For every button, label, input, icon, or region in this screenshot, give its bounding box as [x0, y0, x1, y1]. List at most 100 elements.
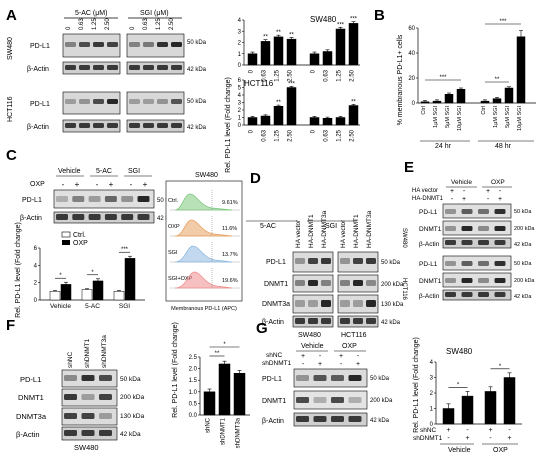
- sign: +: [488, 427, 492, 434]
- blot-band: [340, 318, 350, 324]
- panel-e-blots: Vehicle OXP HA vector HA-DNMT1 + - + - -…: [401, 179, 535, 301]
- band-label-actin: β-Actin: [27, 124, 49, 131]
- blot-band: [72, 196, 85, 202]
- y-tick-label: 2: [238, 108, 242, 114]
- blot-e-sw-dnmt1: [442, 220, 512, 236]
- y-tick-label: 20: [408, 76, 415, 82]
- bar: [348, 23, 359, 66]
- bar: [503, 377, 516, 425]
- x-tick-label: Ctrl: [421, 106, 427, 115]
- bar: [484, 391, 497, 425]
- blot-band: [296, 375, 309, 381]
- x-tick-label: 2.50: [350, 129, 356, 141]
- blot-band: [157, 99, 168, 104]
- blot-band: [79, 42, 90, 47]
- blot-band: [331, 375, 344, 381]
- blot-sw480-pdl1-sgi: [126, 33, 185, 58]
- sign: +: [109, 180, 114, 189]
- chart-title-sw480: SW480: [446, 347, 473, 356]
- band-label: PD-L1: [262, 376, 282, 383]
- significance-label: *: [499, 364, 502, 370]
- y-tick-label: 0: [412, 101, 416, 107]
- blot-band: [478, 226, 489, 231]
- shdnmt1-label: shDNMT1: [413, 435, 443, 442]
- bar: [92, 280, 104, 301]
- bar: [260, 41, 271, 66]
- mw-label: 42 kDa: [187, 67, 207, 73]
- blot-band: [121, 214, 134, 220]
- shnc-label: shNC: [266, 352, 283, 359]
- significance-label: *: [223, 342, 226, 348]
- x-tick-label: 1.25: [275, 69, 281, 81]
- blot-band: [81, 394, 95, 400]
- band-label-actin: β-Actin: [20, 215, 42, 222]
- sign: -: [466, 427, 469, 434]
- panel-c-blots: Vehicle 5-AC SGI OXP - + - + - + PD-L1 β…: [20, 168, 177, 224]
- blot-band: [157, 42, 168, 47]
- blot-hct116-pdl1-sgi: [126, 91, 185, 115]
- flow-row-label: OXP: [168, 224, 180, 230]
- chart-title-sw480: SW480: [310, 15, 337, 24]
- lane-label: HA-DNMT3a: [321, 210, 328, 248]
- sign: +: [356, 361, 360, 368]
- blot-band: [157, 123, 168, 128]
- blot-band: [445, 240, 456, 245]
- mw-label: 50 kDa: [514, 209, 532, 215]
- lane-label: HA vector: [340, 219, 347, 248]
- panel-a-blots: 5-AC (μM) SGI (μM) 0 0.63 1.25 2.50 0 0.…: [7, 10, 207, 133]
- blot-band: [72, 214, 85, 220]
- bar: [124, 258, 136, 301]
- blot-band: [104, 214, 117, 220]
- blot-band: [478, 292, 489, 297]
- blot-sw480-actin-sgi: [126, 61, 185, 75]
- cell-line-sw480: SW480: [401, 228, 407, 248]
- flow-row-label: Ctrl.: [168, 198, 179, 204]
- bar: [233, 372, 246, 416]
- band-label: β-Actin: [419, 293, 440, 300]
- group-vehicle: Vehicle: [451, 179, 472, 186]
- significance-label: *: [457, 382, 460, 388]
- dose-label: 0: [66, 26, 72, 30]
- mw-label: 200 kDa: [120, 394, 145, 401]
- legend-oxp: OXP: [73, 240, 88, 247]
- x-tick-label: 2.50: [288, 129, 294, 141]
- mw-label: 130 kDa: [381, 302, 404, 308]
- lane-label: HA-DNMT1: [353, 214, 360, 248]
- blot-band: [295, 318, 305, 324]
- panel-letter-e: E: [404, 159, 414, 176]
- mw-label: 50 kDa: [187, 99, 207, 105]
- blot-band: [295, 258, 305, 264]
- treat-sgi-label: SGI (μM): [140, 10, 169, 17]
- sign: -: [487, 196, 490, 203]
- bar: [49, 291, 61, 301]
- lane-label: shNC: [67, 351, 74, 368]
- band-label: DNMT1: [419, 278, 442, 285]
- y-tick-label: 3: [238, 101, 242, 107]
- panel-f-blots: shNC shDNMT1 shDNMT3a PD-L1 DNMT1 DNMT3a…: [16, 335, 145, 452]
- blot-band: [296, 416, 309, 422]
- mw-label: 42 kDa: [514, 242, 532, 248]
- significance-label: **: [495, 77, 500, 83]
- y-tick-label: 1.5: [189, 378, 198, 384]
- blot-band: [107, 123, 118, 128]
- blot-band: [65, 65, 76, 70]
- sign: +: [318, 361, 322, 368]
- blot-band: [445, 292, 456, 297]
- x-tick-label: 0: [311, 69, 317, 73]
- blot-band: [137, 214, 150, 220]
- blot-band: [107, 65, 118, 70]
- blot-band: [129, 65, 140, 70]
- blot-c-pdl1: [53, 189, 155, 209]
- bar: [309, 53, 320, 66]
- x-tick-label: 0.63: [262, 69, 268, 81]
- blot-band: [143, 42, 154, 47]
- blot-band: [295, 280, 305, 286]
- dose-label: 2.50: [169, 18, 175, 30]
- flow-histogram: [174, 271, 233, 289]
- blot-band: [143, 65, 154, 70]
- bar: [432, 100, 442, 104]
- significance-label: ***: [499, 19, 507, 25]
- blot-c-actin: [53, 211, 155, 224]
- mw-label: 42 kDa: [514, 294, 532, 300]
- panel-letter-c: C: [6, 147, 17, 164]
